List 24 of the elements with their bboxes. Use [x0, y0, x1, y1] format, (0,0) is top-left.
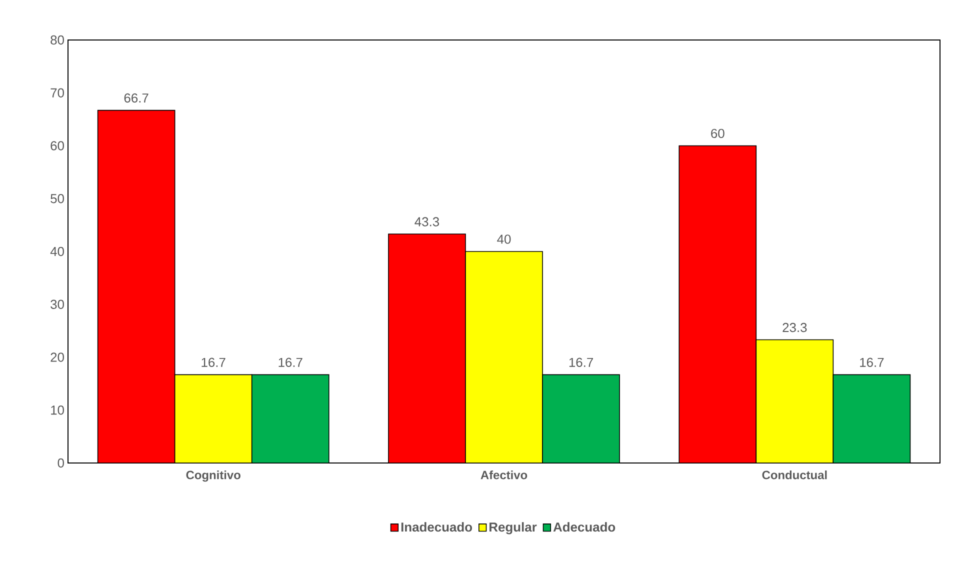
y-tick-label: 50	[50, 194, 64, 204]
data-label: 16.7	[278, 358, 302, 367]
y-tick-label: 10	[51, 406, 64, 415]
y-tick-label: 20	[50, 352, 64, 362]
data-label: 23.3	[782, 322, 807, 332]
data-label: 60	[711, 128, 724, 138]
data-label: 40	[497, 234, 511, 244]
data-label: 16.7	[569, 358, 593, 367]
x-tick-label: Cognitivo	[186, 470, 240, 482]
data-label: 16.7	[202, 358, 226, 367]
y-tick-label: 70	[50, 88, 64, 98]
y-tick-label: 60	[50, 141, 64, 150]
data-label: 43.3	[414, 217, 440, 226]
y-tick-label: 30	[50, 300, 64, 309]
legend-label: Regular	[490, 522, 537, 534]
data-label: 66.7	[124, 93, 148, 103]
x-tick-label: Conductual	[762, 470, 827, 480]
legend-label: Adecuado	[553, 522, 616, 532]
y-tick-label: 0	[58, 458, 64, 468]
x-tick-label: Afectivo	[480, 470, 528, 480]
y-tick-label: 40	[50, 246, 64, 256]
legend-label: Inadecuado	[401, 522, 472, 532]
y-tick-label: 80	[50, 35, 64, 45]
data-label: 16.7	[860, 358, 884, 367]
